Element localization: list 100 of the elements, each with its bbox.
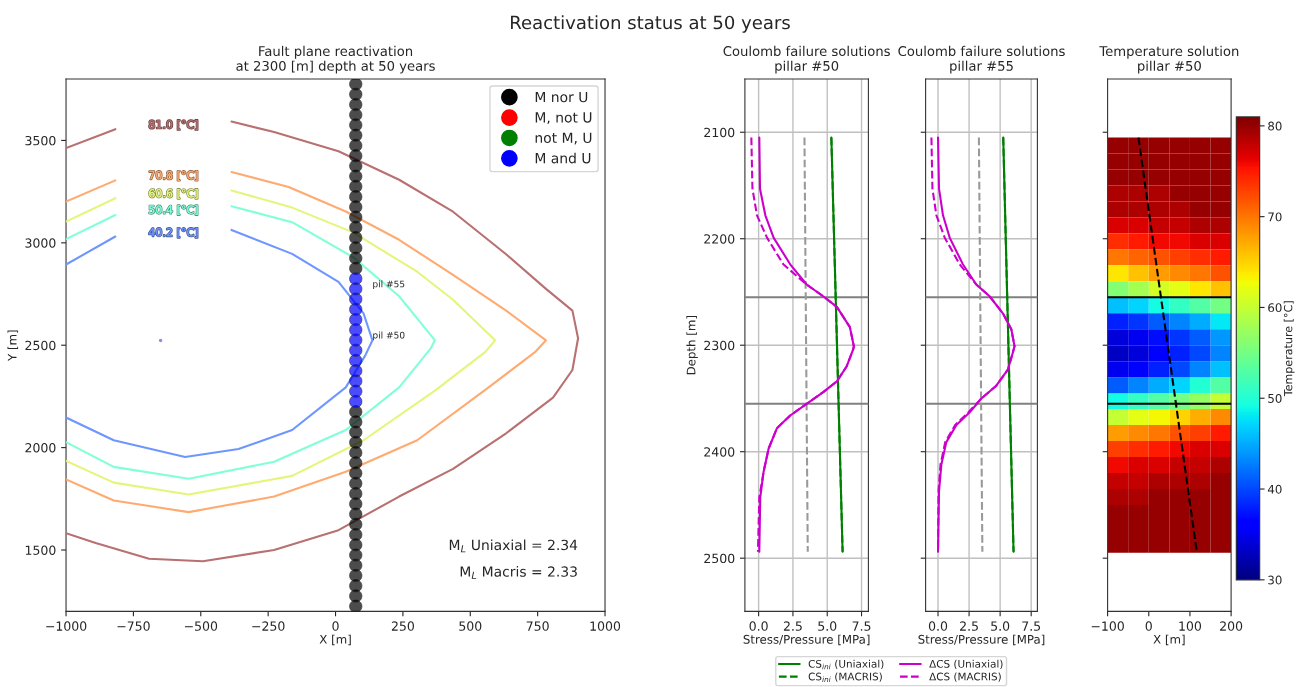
- point: [1128, 457, 1149, 473]
- color-bar-label: 30: [1268, 575, 1282, 585]
- point: [1210, 233, 1232, 250]
- point: [1169, 153, 1190, 170]
- point: [1128, 201, 1149, 218]
- color-bar-label: 40: [1267, 484, 1282, 494]
- point: [1107, 201, 1129, 218]
- point: [1107, 536, 1129, 553]
- point: [1189, 377, 1211, 394]
- point: [1189, 153, 1211, 170]
- point: [1169, 137, 1190, 154]
- point: [1148, 169, 1170, 186]
- point: [1169, 504, 1190, 521]
- point: [1107, 520, 1129, 537]
- point: [1169, 377, 1190, 394]
- point: [1148, 233, 1170, 250]
- point: [1128, 488, 1149, 505]
- y-tick-label: 1500: [25, 545, 56, 555]
- point: [1189, 457, 1211, 473]
- annotation: pil #50: [373, 331, 405, 341]
- point: [1128, 281, 1149, 298]
- legend-label: M, not U: [535, 112, 592, 125]
- text: Reactivation status at 50 years: [511, 15, 790, 33]
- point: [1128, 409, 1149, 426]
- color-bar-title: Temperature [°C]: [1283, 301, 1295, 397]
- point: [1169, 217, 1190, 234]
- point: [1128, 217, 1149, 234]
- point: [1210, 153, 1232, 170]
- x-tick-label: 500: [459, 621, 482, 631]
- point: [1169, 281, 1190, 298]
- x-axis-title: X [m]: [319, 634, 351, 646]
- point: [1210, 488, 1232, 505]
- x-tick-label: 100: [1179, 621, 1202, 631]
- point: [1128, 473, 1149, 489]
- point: [1128, 185, 1149, 202]
- point: [1128, 441, 1149, 458]
- y-tick-label: 3000: [25, 238, 56, 248]
- point: [1107, 249, 1129, 266]
- point: [1128, 137, 1149, 154]
- point: [1189, 536, 1211, 553]
- point: [1210, 201, 1232, 218]
- point: [1107, 409, 1129, 426]
- point: [1128, 361, 1149, 378]
- point: [1148, 377, 1170, 394]
- point: [1189, 441, 1211, 458]
- point: [1148, 201, 1170, 218]
- point: [1107, 504, 1129, 521]
- point: [1169, 249, 1190, 266]
- point: [1107, 313, 1129, 330]
- point: [1169, 425, 1190, 442]
- point: [1148, 473, 1170, 489]
- point: [1210, 361, 1232, 378]
- point: [1189, 169, 1211, 186]
- legend-label: ΔCS (MACRIS): [929, 672, 1001, 682]
- point: [1148, 345, 1170, 362]
- point: [1128, 265, 1149, 282]
- point: [1189, 313, 1211, 330]
- x-tick-label: 5.0: [991, 621, 1010, 631]
- point: [1169, 473, 1190, 489]
- x-tick-label: −750: [117, 621, 150, 631]
- legend-label: M and U: [535, 152, 591, 164]
- point: [1210, 313, 1232, 330]
- x-tick-label: −1000: [46, 621, 87, 631]
- point: [1128, 153, 1149, 170]
- text: 50.4 [°C]: [149, 205, 198, 216]
- text: 81.0 [°C]: [149, 120, 198, 130]
- point: [1210, 265, 1232, 282]
- legend-label: CS$_{ini}$ (Uniaxial): [808, 659, 884, 670]
- x-tick-label: −250: [252, 621, 285, 631]
- legend-label: ΔCS (Uniaxial): [929, 659, 1003, 669]
- x-axis-title: X [m]: [1153, 634, 1185, 646]
- y-tick-label: 2400: [704, 447, 735, 457]
- point: [1128, 345, 1149, 362]
- point: [1169, 361, 1190, 378]
- y-tick-label: 2000: [25, 443, 56, 453]
- point: [1189, 409, 1211, 426]
- point: [1128, 520, 1149, 537]
- annotation: pil #55: [373, 280, 405, 290]
- point: [1210, 137, 1232, 154]
- point: [1210, 345, 1232, 362]
- point: [1107, 377, 1129, 394]
- annotation: M$_{L}$ Uniaxial = 2.34: [449, 539, 578, 553]
- point: [1128, 504, 1149, 521]
- point: [1210, 504, 1232, 521]
- point: [1169, 441, 1190, 458]
- point: [1189, 520, 1211, 537]
- point: [1210, 377, 1232, 394]
- x-tick-label: 7.5: [852, 621, 871, 631]
- point: [1148, 536, 1170, 553]
- x-tick-label: −100: [1091, 621, 1124, 631]
- point: [1189, 281, 1211, 298]
- x-tick-label: 200: [1220, 621, 1243, 631]
- point: [1210, 185, 1232, 202]
- point: [1189, 265, 1211, 282]
- point: [1148, 185, 1170, 202]
- color-bar-label: 70: [1268, 212, 1282, 222]
- point: [1148, 409, 1170, 426]
- point: [1128, 536, 1149, 553]
- point: [1210, 441, 1232, 458]
- text: 70.8 [°C]: [149, 170, 198, 181]
